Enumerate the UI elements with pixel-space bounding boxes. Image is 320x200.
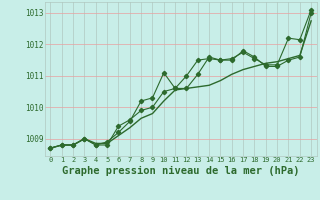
X-axis label: Graphe pression niveau de la mer (hPa): Graphe pression niveau de la mer (hPa) (62, 166, 300, 176)
